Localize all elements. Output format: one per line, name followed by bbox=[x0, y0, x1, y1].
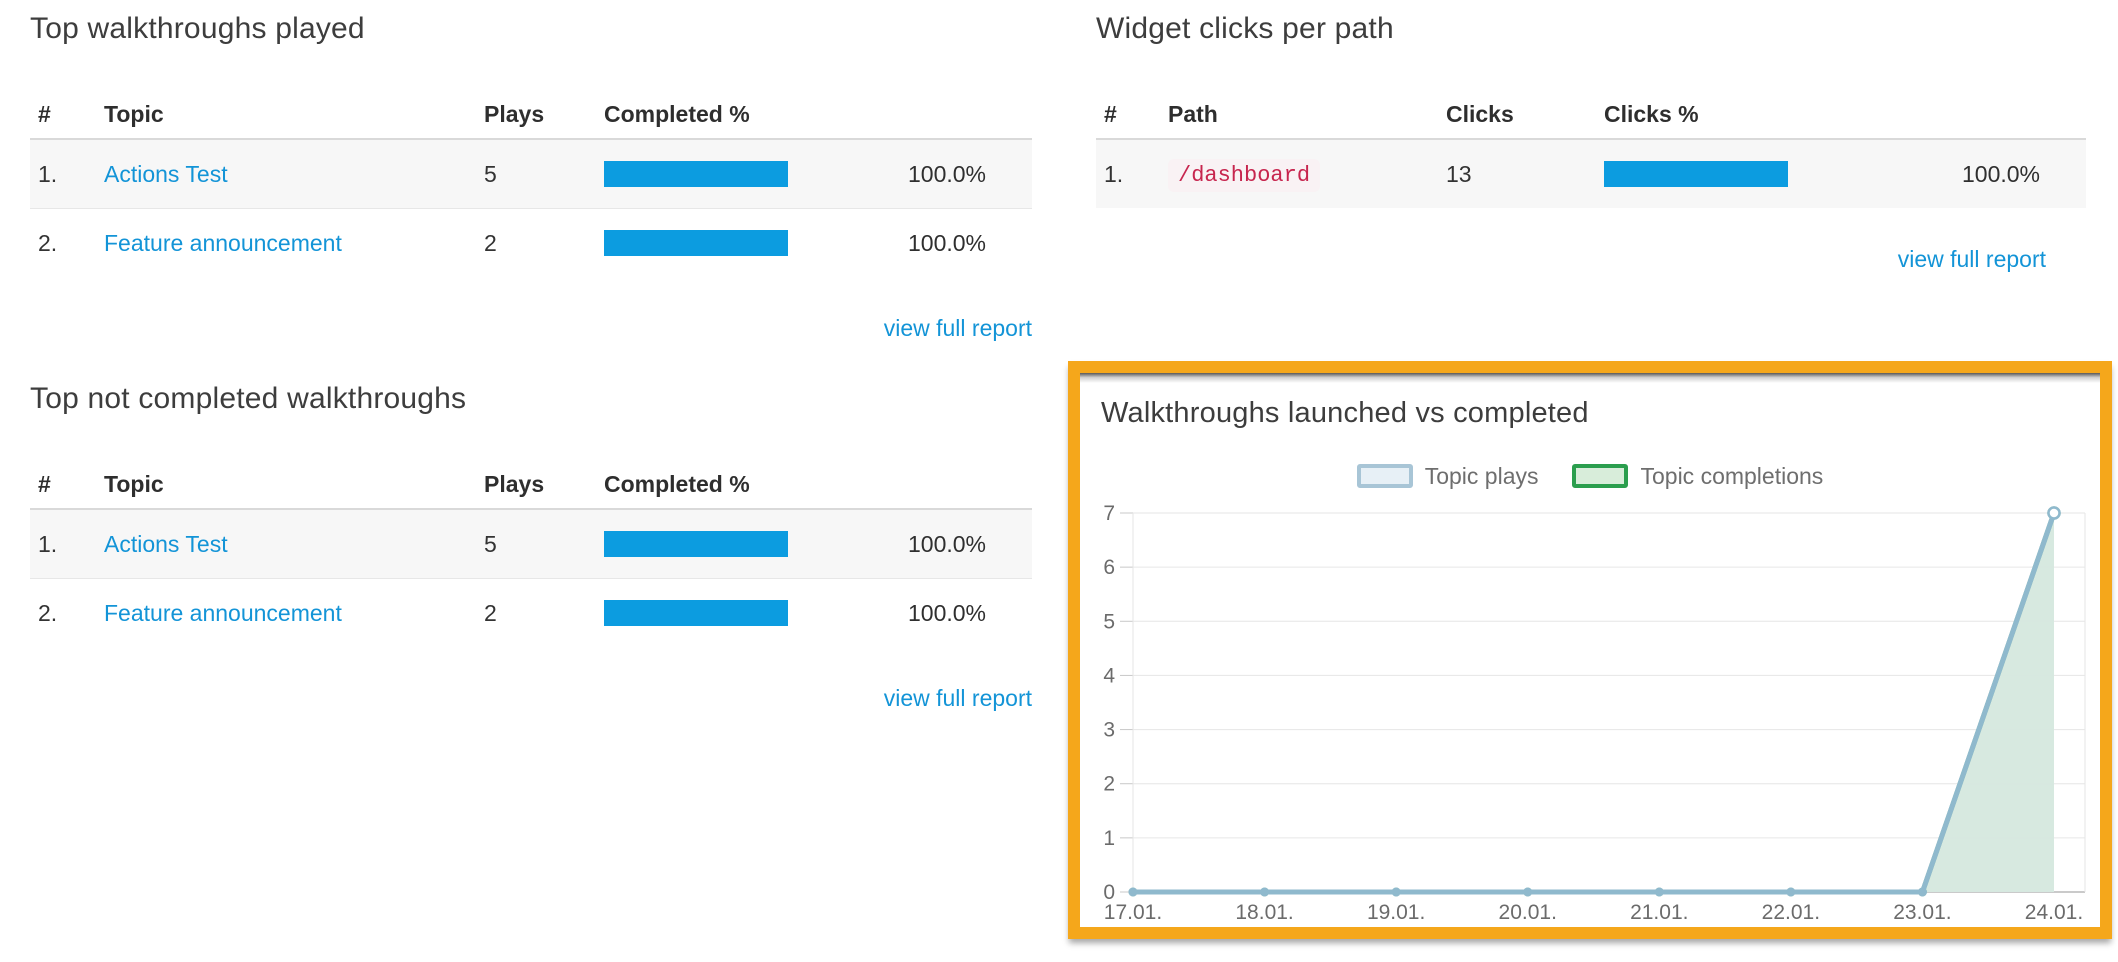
svg-text:23.01.: 23.01. bbox=[1893, 901, 1951, 922]
view-full-report-link[interactable]: view full report bbox=[883, 315, 1032, 341]
svg-text:4: 4 bbox=[1103, 664, 1115, 687]
count-cell: 5 bbox=[484, 160, 497, 187]
name-cell: Feature announcement bbox=[96, 600, 476, 627]
table-row: 1. Actions Test 5 100.0% bbox=[30, 510, 1032, 578]
count-cell: 5 bbox=[484, 530, 497, 557]
table-row: 1. /dashboard 13 100.0% bbox=[1096, 140, 2086, 208]
table-row: 1. Actions Test 5 100.0% bbox=[30, 140, 1032, 208]
percentage-bar bbox=[604, 230, 788, 256]
legend-label: Topic plays bbox=[1424, 462, 1539, 489]
panel-top-walkthroughs-played: Top walkthroughs played # Topic Plays Compl… bbox=[30, 12, 1032, 342]
page-title: Widget clicks per path bbox=[1096, 12, 1394, 45]
top-not-completed-table: # Topic Plays Completed % 1. Actions Test 5 100… bbox=[30, 460, 1032, 647]
topic-link[interactable]: Actions Test bbox=[104, 530, 228, 557]
chart-widget: Walkthroughs launched vs completed Topic… bbox=[1080, 373, 2100, 922]
legend-item-topic-plays[interactable]: Topic plays bbox=[1356, 462, 1539, 490]
col-header-rank: # bbox=[38, 100, 51, 127]
svg-text:1: 1 bbox=[1103, 827, 1115, 850]
name-cell: /dashboard bbox=[1160, 159, 1438, 192]
col-header-rank: # bbox=[1104, 100, 1117, 127]
table-header: # Topic Plays Completed % bbox=[30, 90, 1032, 140]
pct-cell: 100.0% bbox=[907, 229, 986, 256]
table-row: 2. Feature announcement 2 100.0% bbox=[30, 578, 1032, 647]
table-row: 2. Feature announcement 2 100.0% bbox=[30, 208, 1032, 277]
table-header: # Path Clicks Clicks % bbox=[1096, 90, 2086, 140]
percentage-bar bbox=[604, 531, 788, 557]
widget-clicks-table: # Path Clicks Clicks % 1. /dashboard 13 100.0% bbox=[1096, 90, 2086, 208]
topic-link[interactable]: Actions Test bbox=[104, 160, 228, 187]
page-title: Top not completed walkthroughs bbox=[30, 382, 467, 415]
col-header-name: Path bbox=[1168, 100, 1218, 127]
widget-top-shadow bbox=[1080, 373, 2100, 383]
bar-cell bbox=[596, 230, 806, 256]
top-played-table: # Topic Plays Completed % 1. Actions Test 5 100… bbox=[30, 90, 1032, 277]
svg-text:19.01.: 19.01. bbox=[1367, 901, 1425, 922]
col-header-pct: Completed % bbox=[604, 100, 750, 127]
chart-title: Walkthroughs launched vs completed bbox=[1101, 397, 1589, 429]
svg-text:21.01.: 21.01. bbox=[1630, 901, 1688, 922]
area-line-chart: 0 1 2 3 4 5 6 7 17.01. 18.01. 19.01. 20.01. 21.01. 22… bbox=[1103, 502, 2086, 922]
topic-link[interactable]: Feature announcement bbox=[104, 599, 342, 626]
pct-cell: 100.0% bbox=[1961, 160, 2040, 187]
legend-label: Topic completions bbox=[1640, 462, 1824, 489]
col-header-count: Clicks bbox=[1446, 100, 1514, 127]
col-header-name: Topic bbox=[104, 100, 164, 127]
svg-text:3: 3 bbox=[1103, 719, 1115, 742]
svg-text:18.01.: 18.01. bbox=[1235, 901, 1293, 922]
highlight-annotation-box: Walkthroughs launched vs completed Topic… bbox=[1068, 361, 2112, 939]
name-cell: Feature announcement bbox=[96, 230, 476, 257]
count-cell: 2 bbox=[484, 229, 497, 256]
svg-text:24.01.: 24.01. bbox=[2025, 901, 2083, 922]
percentage-bar bbox=[1604, 161, 1788, 187]
percentage-bar bbox=[604, 600, 788, 626]
page-title: Top walkthroughs played bbox=[30, 12, 365, 45]
bar-cell bbox=[596, 600, 806, 626]
rank-cell: 1. bbox=[38, 530, 58, 557]
bar-cell bbox=[596, 161, 806, 187]
view-full-report-link[interactable]: view full report bbox=[1897, 246, 2046, 272]
percentage-bar bbox=[604, 161, 788, 187]
col-header-rank: # bbox=[38, 470, 51, 497]
col-header-name: Topic bbox=[104, 470, 164, 497]
svg-text:7: 7 bbox=[1103, 502, 1115, 525]
table-header: # Topic Plays Completed % bbox=[30, 460, 1032, 510]
name-cell: Actions Test bbox=[96, 161, 476, 188]
bar-cell bbox=[1596, 161, 1802, 187]
pct-cell: 100.0% bbox=[907, 599, 986, 626]
panel-top-not-completed-walkthroughs: Top not completed walkthroughs # Topic Pla… bbox=[30, 382, 1032, 712]
count-cell: 2 bbox=[484, 599, 497, 626]
svg-text:20.01.: 20.01. bbox=[1499, 901, 1557, 922]
name-cell: Actions Test bbox=[96, 531, 476, 558]
pct-cell: 100.0% bbox=[907, 530, 986, 557]
legend-swatch-topic-plays bbox=[1356, 464, 1413, 488]
view-full-report-link[interactable]: view full report bbox=[883, 685, 1032, 711]
legend-swatch-topic-completions bbox=[1572, 464, 1629, 488]
svg-text:5: 5 bbox=[1103, 610, 1115, 633]
svg-text:0: 0 bbox=[1103, 881, 1115, 904]
rank-cell: 2. bbox=[38, 599, 58, 626]
pct-cell: 100.0% bbox=[907, 160, 986, 187]
col-header-count: Plays bbox=[484, 470, 545, 497]
panel-widget-clicks-per-path: Widget clicks per path # Path Clicks Clicks… bbox=[1096, 12, 2086, 273]
svg-text:6: 6 bbox=[1103, 556, 1115, 579]
rank-cell: 1. bbox=[1104, 160, 1124, 187]
bar-cell bbox=[596, 531, 806, 557]
svg-text:2: 2 bbox=[1103, 773, 1115, 796]
chart-legend: Topic plays Topic completions bbox=[1080, 460, 2100, 492]
col-header-pct: Clicks % bbox=[1604, 100, 1699, 127]
rank-cell: 1. bbox=[38, 160, 58, 187]
count-cell: 13 bbox=[1446, 160, 1472, 187]
path-code-chip: /dashboard bbox=[1168, 159, 1321, 192]
col-header-count: Plays bbox=[484, 100, 545, 127]
legend-item-topic-completions[interactable]: Topic completions bbox=[1572, 463, 1823, 490]
rank-cell: 2. bbox=[38, 229, 58, 256]
col-header-pct: Completed % bbox=[604, 470, 750, 497]
topic-link[interactable]: Feature announcement bbox=[104, 229, 342, 256]
svg-text:22.01.: 22.01. bbox=[1762, 901, 1820, 922]
svg-text:17.01.: 17.01. bbox=[1104, 901, 1162, 922]
